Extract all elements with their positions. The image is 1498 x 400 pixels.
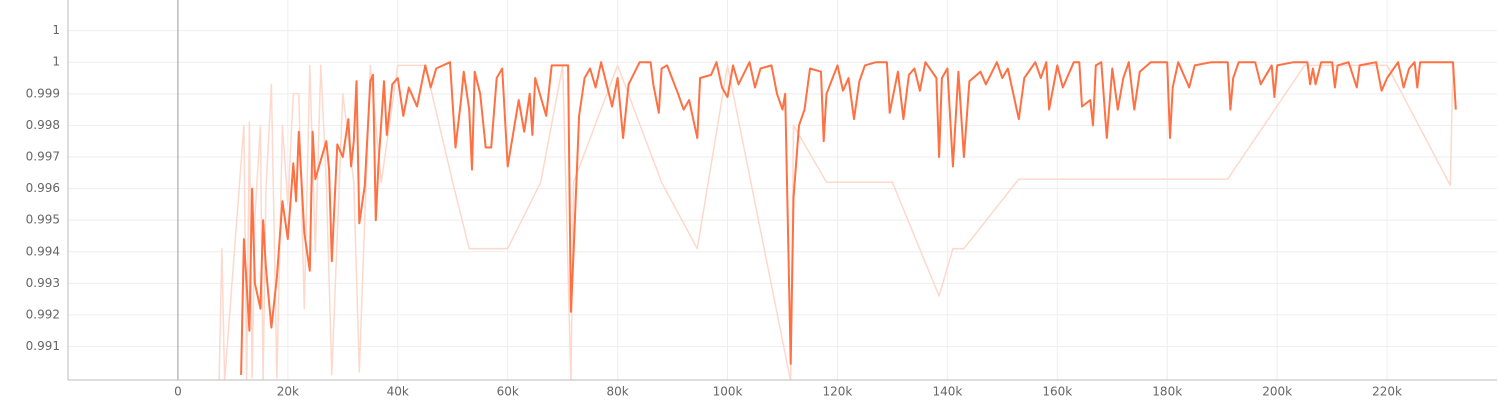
y-tick-label: 0.993	[26, 276, 60, 290]
x-tick-label: 0	[174, 385, 182, 399]
x-tick-label: 140k	[932, 385, 962, 399]
plot-area	[218, 61, 1457, 380]
y-tick-label: 0.991	[26, 339, 60, 353]
y-tick-label: 0.996	[26, 181, 60, 195]
x-tick-label: 40k	[387, 385, 409, 399]
x-tick-label: 100k	[713, 385, 743, 399]
series-line	[240, 61, 1457, 375]
y-tick-label: 0.994	[26, 244, 60, 258]
x-tick-label: 220k	[1372, 385, 1402, 399]
y-tick-label: 0.999	[26, 86, 60, 100]
y-tick-label: 1	[52, 23, 60, 37]
x-tick-label: 180k	[1152, 385, 1182, 399]
y-tick-label: 0.992	[26, 307, 60, 321]
x-tick-label: 60k	[497, 385, 519, 399]
grid	[68, 0, 1497, 380]
axis-labels: 0.991 0.992 0.993 0.994 0.995 0.996 0.997 0.998…	[26, 23, 1402, 398]
y-tick-label: 1	[52, 55, 60, 69]
x-tick-label: 120k	[823, 385, 853, 399]
y-tick-label: 0.998	[26, 118, 60, 132]
series-line	[218, 62, 1454, 380]
x-tick-label: 200k	[1262, 385, 1292, 399]
x-tick-label: 20k	[277, 385, 299, 399]
x-tick-label: 160k	[1042, 385, 1072, 399]
x-tick-label: 80k	[607, 385, 629, 399]
y-tick-label: 0.995	[26, 213, 60, 227]
y-tick-label: 0.997	[26, 149, 60, 163]
